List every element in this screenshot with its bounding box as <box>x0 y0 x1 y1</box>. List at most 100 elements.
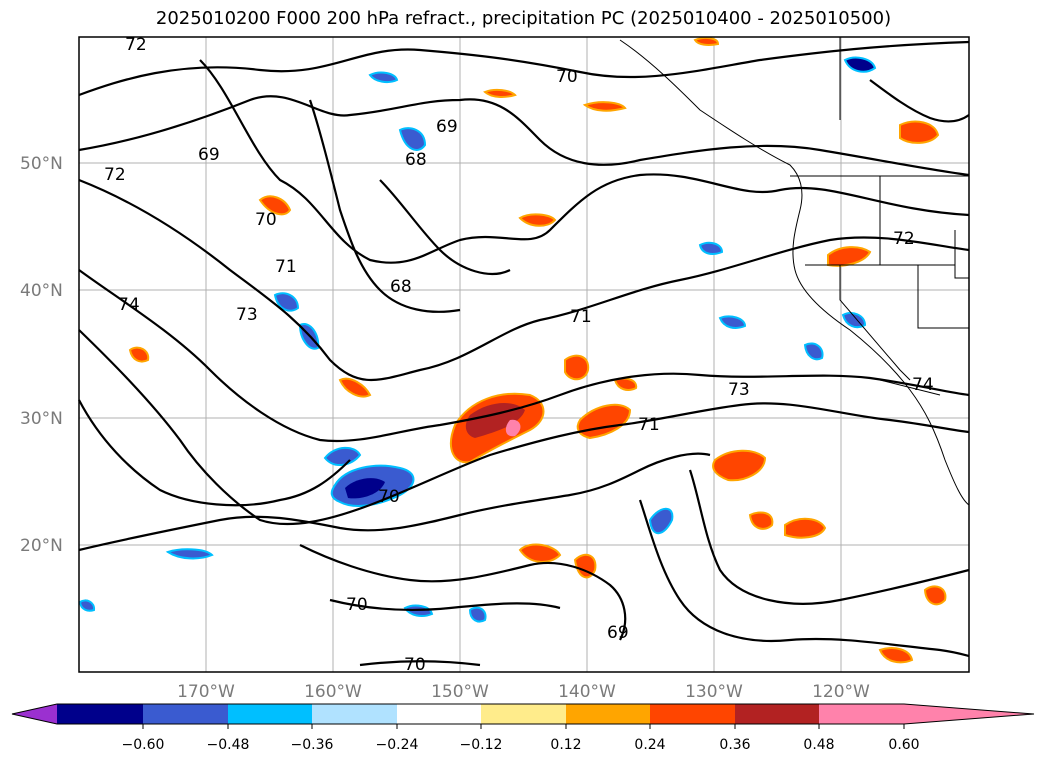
contour-label: 72 <box>104 165 126 185</box>
contour-line <box>869 79 970 123</box>
colorbar-tick-label: −0.24 <box>376 737 419 753</box>
contour-line <box>78 452 711 552</box>
border-us-mexico <box>879 379 941 396</box>
precip-blob <box>582 101 627 112</box>
colorbar-tick-label: 0.12 <box>550 737 581 753</box>
coastlines <box>619 37 970 506</box>
map-title: 2025010200 F000 200 hPa refract., precip… <box>155 8 892 29</box>
precip-blob <box>368 71 399 84</box>
precip-blob <box>273 292 300 312</box>
longitude-labels: 170°W 160°W 150°W 140°W 130°W 120°W <box>177 682 870 702</box>
contour-line <box>199 59 970 264</box>
lat-label: 20°N <box>20 536 63 556</box>
lon-label: 170°W <box>177 682 235 702</box>
lon-label: 160°W <box>304 682 362 702</box>
colorbar-ticks <box>142 724 905 729</box>
colorbar-tick-label: −0.36 <box>291 737 334 753</box>
contour-line <box>78 40 970 97</box>
latitude-labels: 50°N 40°N 30°N 20°N <box>20 154 63 556</box>
contour-line <box>78 178 970 381</box>
precip-blob <box>698 241 724 255</box>
contour-label: 71 <box>570 307 592 327</box>
precip-blob <box>505 419 521 437</box>
precip-blob <box>712 449 767 482</box>
precip-blob <box>878 647 914 664</box>
lat-label: 30°N <box>20 409 63 429</box>
lat-label: 50°N <box>20 154 63 174</box>
contour-label: 72 <box>125 35 147 55</box>
precip-blob <box>899 120 940 144</box>
colorbar-tick-label: −0.48 <box>207 737 250 753</box>
contour-line <box>359 660 481 667</box>
colorbar-right-extension <box>904 704 1034 724</box>
gridlines <box>79 37 969 672</box>
colorbar-segment <box>650 704 735 724</box>
contour-line <box>78 329 970 526</box>
refractivity-contours <box>78 40 970 667</box>
colorbar-tick-label: 0.36 <box>719 737 750 753</box>
lon-label: 140°W <box>558 682 616 702</box>
contour-label: 71 <box>275 257 297 277</box>
precip-blob <box>827 246 872 267</box>
precip-blob <box>465 403 525 438</box>
colorbar-tick-label: −0.60 <box>122 737 165 753</box>
coastline-north-america <box>619 39 970 506</box>
precip-blob <box>165 548 214 560</box>
contour-line <box>379 179 511 275</box>
colorbar-segment <box>228 704 312 724</box>
precip-blob <box>128 346 150 363</box>
contour-line <box>308 99 461 313</box>
border-line <box>839 265 911 381</box>
contour-label: 70 <box>346 595 368 615</box>
precip-blob <box>573 553 597 579</box>
precip-negative <box>78 56 877 623</box>
colorbar-outline <box>11 703 1035 725</box>
colorbar-tick-label: 0.60 <box>888 737 919 753</box>
border-line <box>917 265 969 329</box>
lat-label: 40°N <box>20 281 63 301</box>
colorbar-segment <box>735 704 819 724</box>
contour-label: 70 <box>404 655 426 675</box>
precip-blob <box>784 517 827 539</box>
colorbar-segment <box>819 704 904 724</box>
precip-blob <box>345 478 385 499</box>
contour-label: 69 <box>198 145 220 165</box>
precip-blob <box>518 543 562 563</box>
precip-blob <box>518 213 557 227</box>
colorbar-segment <box>566 704 650 724</box>
contour-line <box>638 499 970 658</box>
contour-label: 68 <box>405 150 427 170</box>
precip-blob <box>803 342 824 361</box>
colorbar-segment <box>481 704 566 724</box>
colorbar-tick-label: −0.12 <box>460 737 503 753</box>
contour-label: 70 <box>378 487 400 507</box>
precip-blob <box>323 446 362 466</box>
precip-blob <box>258 195 292 216</box>
contour-line <box>688 469 970 605</box>
precip-blob <box>648 507 674 535</box>
contour-label: 71 <box>638 415 660 435</box>
precip-blob <box>338 377 372 398</box>
contour-label: 74 <box>118 295 140 315</box>
colorbar: −0.60 −0.48 −0.36 −0.24 −0.12 0.12 0.24 … <box>11 703 1035 753</box>
contour-label: 69 <box>607 623 629 643</box>
precip-blob <box>398 127 427 151</box>
colorbar-segment <box>312 704 397 724</box>
border-line <box>954 230 969 279</box>
colorbar-segment <box>397 704 481 724</box>
colorbar-tick-label: 0.24 <box>634 737 665 753</box>
precip-blob <box>468 606 487 623</box>
colorbar-segment <box>57 704 143 724</box>
precip-blob <box>718 315 747 329</box>
precip-blob <box>564 354 590 381</box>
contour-line <box>299 544 627 641</box>
contour-label: 70 <box>255 210 277 230</box>
map-background <box>79 37 969 672</box>
colorbar-left-extension <box>12 704 57 724</box>
contour-label: 70 <box>556 67 578 87</box>
lon-label: 150°W <box>431 682 489 702</box>
contour-label: 73 <box>728 380 750 400</box>
precip-blob <box>923 585 947 606</box>
contour-label: 72 <box>893 229 915 249</box>
